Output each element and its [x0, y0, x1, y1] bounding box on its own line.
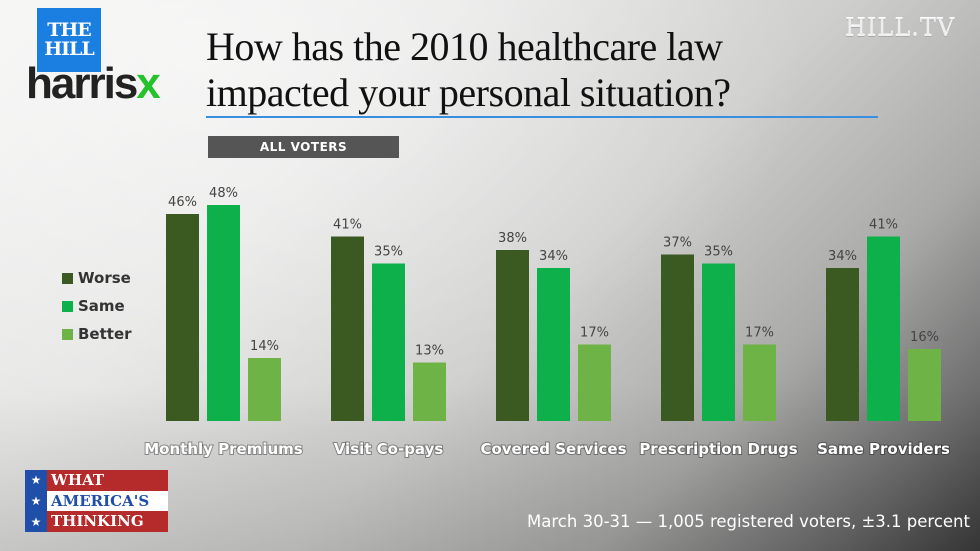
- harris-logo-text: harris: [26, 59, 138, 108]
- data-label-same-0: 48%: [209, 186, 238, 201]
- star-icon: ★: [30, 493, 42, 508]
- bar-worse-3: [661, 254, 694, 421]
- chart-title-line2: impacted your personal situation?: [206, 70, 731, 115]
- bar-better-1: [413, 362, 446, 421]
- legend-swatch-worse: [62, 272, 73, 284]
- what-americas-thinking-logo: ★ ★ ★ WHAT AMERICA'S THINKING: [25, 470, 168, 533]
- harris-logo-x: x: [136, 59, 161, 108]
- star-icon: ★: [30, 514, 42, 529]
- data-label-same-4: 41%: [869, 218, 898, 233]
- data-label-worse-3: 37%: [663, 236, 692, 251]
- legend-swatch-same: [62, 300, 73, 312]
- category-label-3: Prescription Drugs: [639, 440, 797, 458]
- the-hill-logo: THE HILL: [37, 8, 101, 72]
- hilltv-watermark: HILL.TV: [845, 14, 956, 42]
- bar-same-3: [702, 263, 735, 421]
- bar-better-3: [743, 344, 776, 421]
- category-label-4: Same Providers: [817, 440, 950, 458]
- data-label-worse-1: 41%: [333, 218, 362, 233]
- chart-title: How has the 2010 healthcare law impacted…: [206, 24, 886, 116]
- hill-logo-line1: THE: [47, 19, 92, 41]
- bar-worse-2: [496, 250, 529, 421]
- bar-worse-0: [166, 214, 199, 421]
- legend-label-same: Same: [78, 297, 125, 315]
- harrisx-logo: harrisx: [26, 59, 161, 108]
- legend-label-worse: Worse: [78, 269, 131, 287]
- bar-worse-1: [331, 236, 364, 421]
- wat-line3: THINKING: [47, 511, 168, 533]
- data-label-better-0: 14%: [250, 339, 279, 354]
- bar-same-4: [867, 236, 900, 421]
- data-label-better-2: 17%: [580, 326, 609, 341]
- bar-better-2: [578, 344, 611, 421]
- legend-item-worse: Worse: [62, 264, 132, 292]
- legend-swatch-better: [62, 328, 73, 340]
- stars-column: ★ ★ ★: [25, 470, 47, 532]
- bar-same-0: [207, 205, 240, 421]
- category-label-1: Visit Co-pays: [334, 440, 444, 458]
- data-label-worse-0: 46%: [168, 195, 197, 210]
- bar-better-4: [908, 349, 941, 421]
- data-label-same-3: 35%: [704, 245, 733, 260]
- bar-same-2: [537, 268, 570, 421]
- data-label-better-3: 17%: [745, 326, 774, 341]
- legend-label-better: Better: [78, 325, 132, 343]
- data-label-better-1: 13%: [415, 344, 444, 359]
- subgroup-badge: ALL VOTERS: [208, 136, 399, 158]
- category-label-2: Covered Services: [480, 440, 626, 458]
- data-label-worse-4: 34%: [828, 249, 857, 264]
- data-label-same-2: 34%: [539, 249, 568, 264]
- category-label-0: Monthly Premiums: [144, 440, 303, 458]
- bar-worse-4: [826, 268, 859, 421]
- wat-line2: AMERICA'S: [47, 490, 168, 512]
- bar-same-1: [372, 263, 405, 421]
- title-divider: [206, 116, 878, 118]
- data-label-same-1: 35%: [374, 245, 403, 260]
- hill-logo-line2: HILL: [44, 38, 95, 60]
- chart-title-line1: How has the 2010 healthcare law: [206, 24, 723, 69]
- data-label-worse-2: 38%: [498, 231, 527, 246]
- legend-item-same: Same: [62, 292, 132, 320]
- wat-text: WHAT AMERICA'S THINKING: [47, 470, 168, 533]
- chart-legend: Worse Same Better: [62, 264, 132, 348]
- legend-item-better: Better: [62, 320, 132, 348]
- data-label-better-4: 16%: [910, 330, 939, 345]
- bar-better-0: [248, 358, 281, 421]
- star-icon: ★: [30, 473, 42, 488]
- poll-methodology-footer: March 30-31 — 1,005 registered voters, ±…: [527, 512, 970, 531]
- wat-line1: WHAT: [47, 470, 168, 491]
